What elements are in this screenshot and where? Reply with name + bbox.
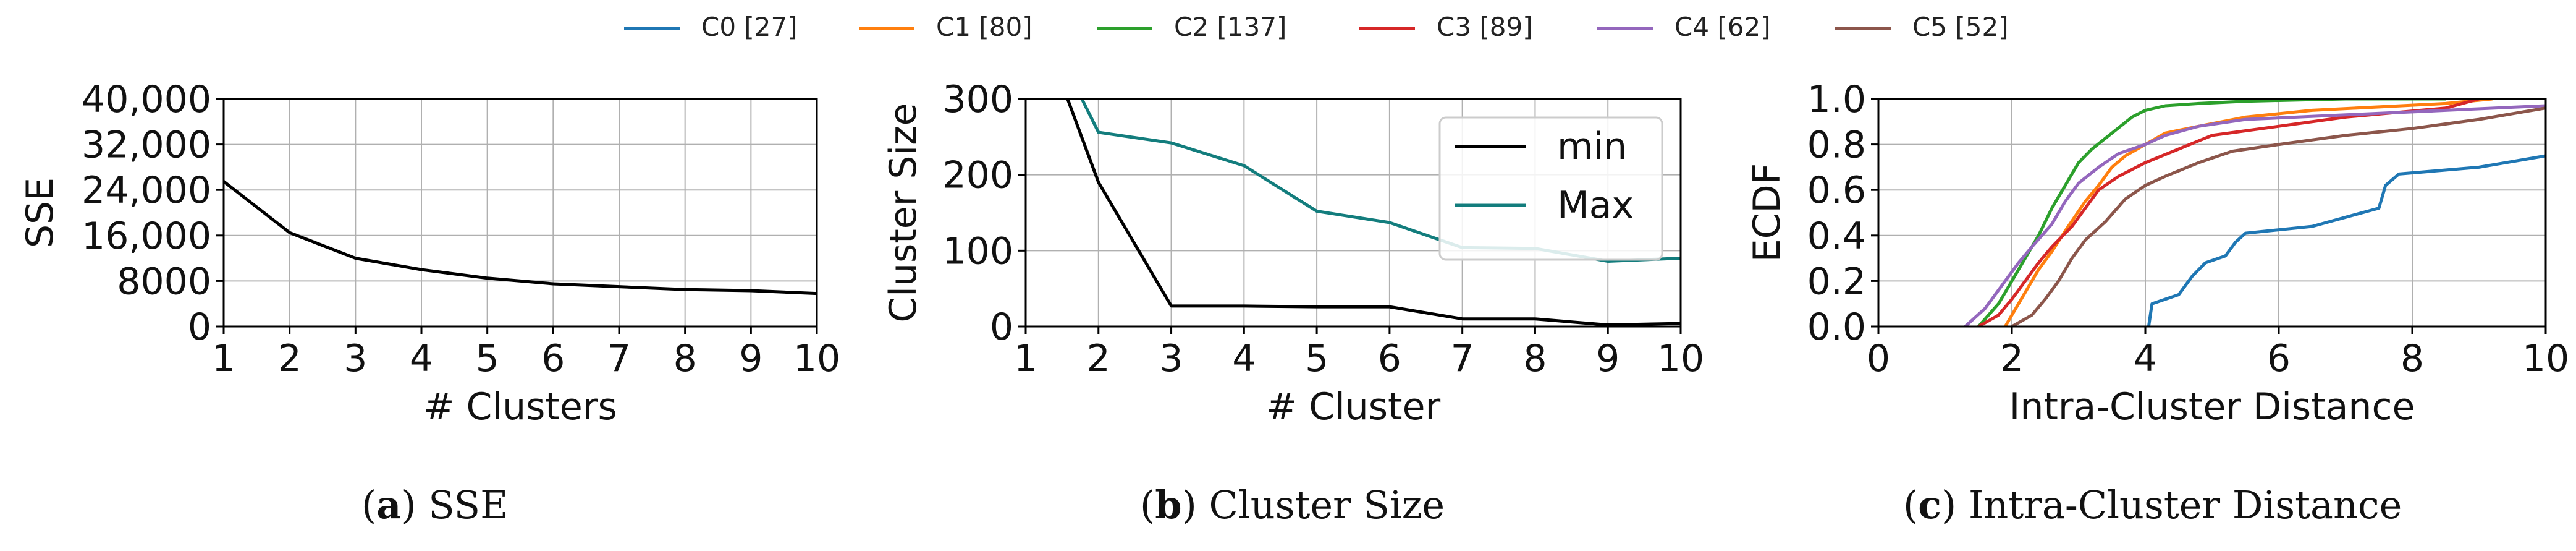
x-tick-label: 4	[410, 337, 433, 380]
legend: C0 [27] C1 [80] C2 [137] C3 [89] C4 [62] C5 […	[624, 12, 2009, 42]
caption-b: (b) Cluster Size	[1140, 482, 1445, 528]
caption-c: (c) Intra-Cluster Distance	[1903, 482, 2402, 528]
x-tick-label: 10	[2522, 337, 2569, 380]
y-tick-label: 200	[942, 154, 1013, 197]
x-tick-label: 2	[2000, 337, 2024, 380]
y-tick-label: 300	[942, 78, 1013, 121]
chart-legend-box	[1438, 116, 1663, 261]
x-tick-label: 4	[1232, 337, 1256, 380]
x-tick-label: 2	[278, 337, 302, 380]
y-tick-label: 0	[990, 305, 1013, 349]
plot-frame	[222, 98, 818, 328]
legend-label: C4 [62]	[1674, 12, 1771, 42]
y-tick-label: 40,000	[82, 78, 211, 121]
legend-label: C3 [89]	[1437, 12, 1533, 42]
series-line-c5-52	[2011, 106, 2546, 327]
y-tick-label: 0.4	[1807, 215, 1866, 258]
legend-label: C5 [52]	[1912, 12, 2009, 42]
chart-legend-label: Max	[1557, 184, 1634, 227]
x-tick-label: 0	[1867, 337, 1890, 380]
y-axis-label: ECDF	[1746, 163, 1789, 263]
y-tick-label: 16,000	[82, 215, 211, 258]
legend-label: C2 [137]	[1174, 12, 1286, 42]
x-tick-label: 3	[1159, 337, 1183, 380]
plot-frame	[1024, 98, 1682, 328]
series-line-min	[1066, 99, 1681, 327]
series-line-c3-89	[1977, 99, 2480, 327]
x-tick-label: 2	[1087, 337, 1110, 380]
series-line-c4-62	[1964, 104, 2546, 327]
chart-legend-label: min	[1557, 125, 1627, 168]
x-tick-label: 1	[1014, 337, 1037, 380]
y-tick-label: 0.6	[1807, 169, 1866, 212]
y-tick-label: 1.0	[1807, 78, 1866, 121]
y-tick-label: 0	[188, 305, 211, 349]
x-tick-label: 6	[541, 337, 565, 380]
x-tick-label: 7	[1451, 337, 1474, 380]
y-tick-label: 100	[942, 229, 1013, 273]
series-line-c0-27	[2147, 154, 2546, 327]
series-line-0	[224, 180, 817, 296]
x-axis-label: # Clusters	[423, 385, 617, 429]
x-tick-label: 6	[1378, 337, 1401, 380]
x-tick-label: 10	[1657, 337, 1704, 380]
x-tick-label: 4	[2134, 337, 2157, 380]
x-tick-label: 9	[739, 337, 762, 380]
y-tick-label: 0.2	[1807, 260, 1866, 303]
x-tick-label: 8	[674, 337, 697, 380]
x-tick-label: 3	[344, 337, 367, 380]
x-tick-label: 10	[793, 337, 840, 380]
sse-chart: 1 2 3 4 5 6 7 8 9 10 0800016,00024,00032,00040,000…	[19, 78, 840, 429]
y-tick-label: 8000	[117, 260, 211, 303]
y-axis-label: Cluster Size	[882, 103, 925, 322]
x-tick-label: 8	[2401, 337, 2424, 380]
x-tick-label: 5	[476, 337, 499, 380]
y-tick-label: 0.8	[1807, 124, 1866, 167]
legend-label: C1 [80]	[936, 12, 1033, 42]
ecdf-chart: 0 2 4 6 8 10 0.00.20.40.60.81.0 Intra-Cluster D…	[1746, 78, 2569, 429]
x-tick-label: 1	[212, 337, 235, 380]
y-tick-label: 32,000	[82, 124, 211, 167]
x-tick-label: 6	[2267, 337, 2291, 380]
caption-a: (a) SSE	[361, 482, 509, 528]
plot-frame	[1877, 98, 2547, 328]
x-axis-label: Intra-Cluster Distance	[2009, 385, 2415, 429]
series-line-c1-80	[2004, 99, 2493, 327]
y-axis-label: SSE	[19, 177, 62, 248]
x-axis-label: # Cluster	[1266, 385, 1441, 429]
y-tick-label: 0.0	[1807, 305, 1866, 349]
y-tick-label: 24,000	[82, 169, 211, 212]
x-tick-label: 7	[607, 337, 631, 380]
x-tick-label: 8	[1523, 337, 1547, 380]
legend-label: C0 [27]	[701, 12, 798, 42]
series-line-c2-137	[1977, 99, 2446, 327]
x-tick-label: 5	[1305, 337, 1328, 380]
x-tick-label: 9	[1596, 337, 1620, 380]
